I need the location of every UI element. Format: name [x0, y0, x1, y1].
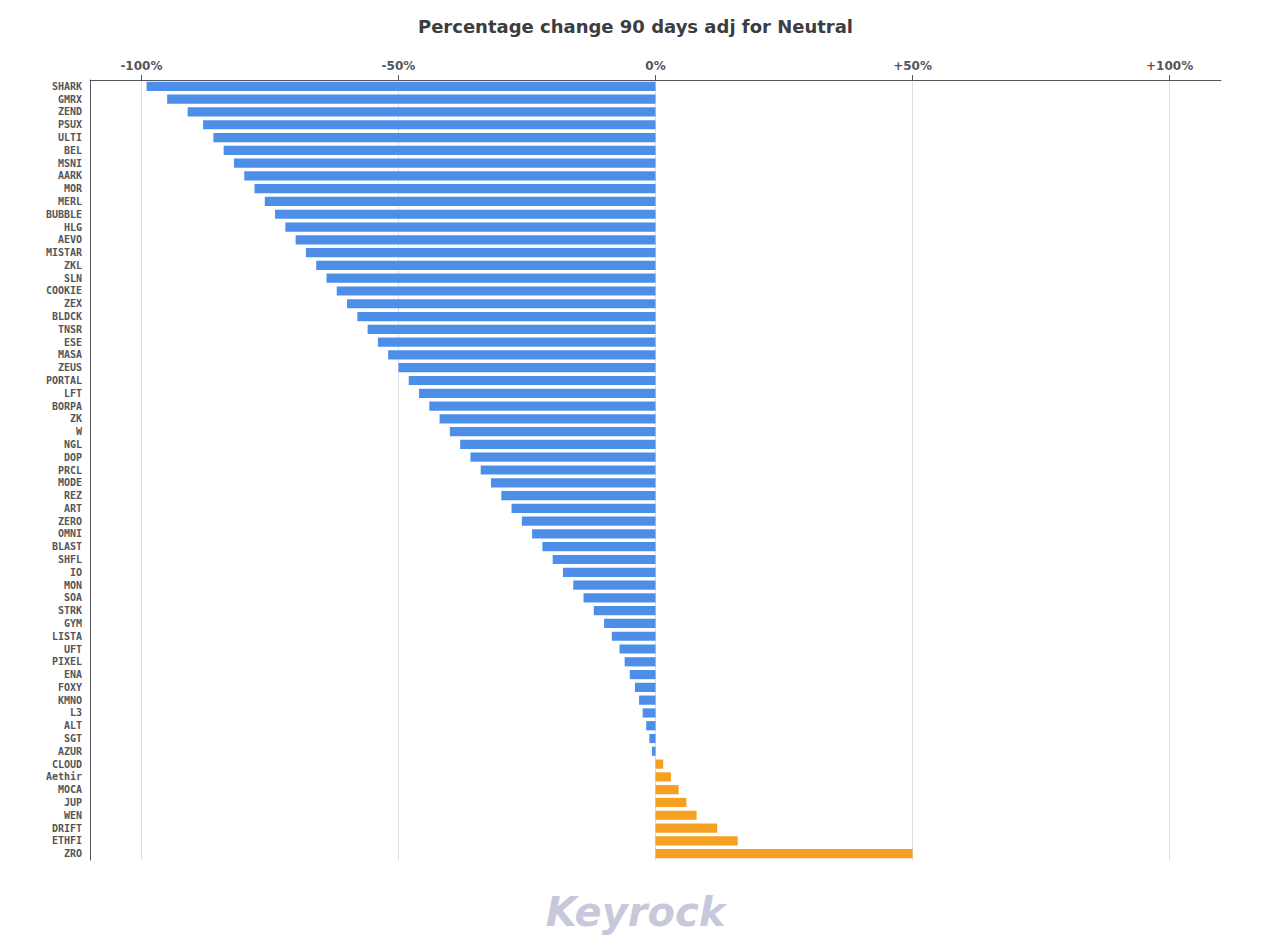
svg-text:SHARK: SHARK [52, 81, 82, 92]
svg-text:LFT: LFT [64, 388, 82, 399]
svg-text:IO: IO [70, 567, 82, 578]
svg-text:BLAST: BLAST [52, 541, 82, 552]
svg-text:-100%: -100% [120, 59, 162, 73]
svg-text:NGL: NGL [64, 439, 82, 450]
svg-text:ZK: ZK [70, 413, 82, 424]
svg-text:W: W [76, 426, 83, 437]
svg-text:COOKIE: COOKIE [46, 285, 82, 296]
svg-text:ZEUS: ZEUS [58, 362, 82, 373]
svg-text:GMRX: GMRX [58, 94, 82, 105]
svg-text:ART: ART [64, 503, 82, 514]
svg-text:Aethir: Aethir [46, 771, 82, 782]
svg-text:AEVO: AEVO [58, 234, 82, 245]
svg-text:AARK: AARK [58, 170, 82, 181]
svg-text:-50%: -50% [382, 59, 416, 73]
svg-text:ALT: ALT [64, 720, 82, 731]
svg-text:OMNI: OMNI [58, 528, 82, 539]
svg-text:CLOUD: CLOUD [52, 759, 82, 770]
svg-text:GYM: GYM [64, 618, 82, 629]
svg-text:REZ: REZ [64, 490, 82, 501]
svg-text:MISTAR: MISTAR [46, 247, 83, 258]
svg-text:BLDCK: BLDCK [52, 311, 82, 322]
svg-text:Percentage change 90 days adj: Percentage change 90 days adj for Neutra… [418, 16, 853, 37]
svg-text:WEN: WEN [64, 810, 82, 821]
svg-text:JUP: JUP [64, 797, 82, 808]
svg-text:MON: MON [64, 580, 82, 591]
svg-text:ENA: ENA [64, 669, 82, 680]
svg-text:AZUR: AZUR [58, 746, 83, 757]
svg-text:ZKL: ZKL [64, 260, 82, 271]
svg-text:MSNI: MSNI [58, 158, 82, 169]
svg-text:LISTA: LISTA [52, 631, 82, 642]
svg-text:DOP: DOP [64, 452, 82, 463]
svg-text:L3: L3 [70, 707, 82, 718]
svg-text:MOR: MOR [64, 183, 83, 194]
svg-text:ULTI: ULTI [58, 132, 82, 143]
svg-text:0%: 0% [645, 59, 665, 73]
svg-text:PSUX: PSUX [58, 119, 82, 130]
svg-text:BEL: BEL [64, 145, 82, 156]
svg-text:PIXEL: PIXEL [52, 656, 82, 667]
svg-text:STRK: STRK [58, 605, 82, 616]
svg-text:Keyrock: Keyrock [546, 889, 728, 935]
svg-text:PRCL: PRCL [58, 465, 82, 476]
svg-text:ESE: ESE [64, 337, 82, 348]
svg-text:ZERO: ZERO [58, 516, 82, 527]
svg-text:+100%: +100% [1146, 59, 1193, 73]
svg-text:BORPA: BORPA [52, 401, 82, 412]
svg-text:DRIFT: DRIFT [52, 823, 82, 834]
svg-text:SOA: SOA [64, 592, 82, 603]
svg-text:UFT: UFT [64, 644, 82, 655]
svg-text:+50%: +50% [893, 59, 932, 73]
svg-text:ZEND: ZEND [58, 106, 82, 117]
svg-text:KMNO: KMNO [58, 695, 82, 706]
svg-text:SHFL: SHFL [58, 554, 82, 565]
svg-text:FOXY: FOXY [58, 682, 82, 693]
svg-text:HLG: HLG [64, 222, 82, 233]
svg-text:MODE: MODE [58, 477, 82, 488]
svg-text:PORTAL: PORTAL [46, 375, 82, 386]
svg-text:SLN: SLN [64, 273, 82, 284]
svg-text:ZRO: ZRO [64, 848, 82, 859]
svg-text:ZEX: ZEX [64, 298, 82, 309]
svg-text:BUBBLE: BUBBLE [46, 209, 82, 220]
svg-text:SGT: SGT [64, 733, 82, 744]
svg-text:ETHFI: ETHFI [52, 835, 82, 846]
svg-text:MOCA: MOCA [58, 784, 82, 795]
svg-text:MERL: MERL [58, 196, 82, 207]
svg-text:MASA: MASA [58, 349, 82, 360]
svg-text:TNSR: TNSR [58, 324, 83, 335]
